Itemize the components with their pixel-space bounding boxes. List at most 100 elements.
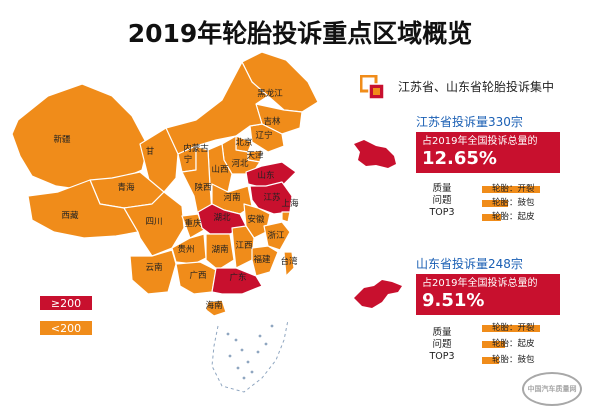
province-region-19 — [123, 191, 185, 257]
province-label: 江苏 — [263, 192, 281, 203]
province-label: 湖南 — [211, 244, 228, 255]
watermark-logo: 中国汽车质量网 — [522, 372, 582, 406]
province-label: 青海 — [117, 182, 135, 193]
province-label: 江西 — [235, 241, 252, 251]
shandong-issue-item: 轮胎：起皮 — [482, 339, 562, 349]
issues-label-line: TOP3 — [429, 207, 455, 218]
province-label: 宁 — [184, 154, 193, 165]
province-label: 黑龙江 — [257, 88, 283, 99]
province-region-8 — [245, 161, 297, 189]
shandong-issue-item: 轮胎：鼓包 — [482, 355, 562, 365]
province-label: 山东 — [257, 170, 274, 181]
island-dot — [264, 342, 268, 346]
issue-label: 轮胎：起皮 — [492, 212, 535, 222]
jiangsu-share-box: 占2019年全国投诉总量的 12.65% — [416, 133, 560, 173]
province-label: 重庆 — [184, 218, 202, 229]
shandong-panel-header: 山东省投诉量248宗 — [416, 255, 560, 275]
shandong-share-value: 9.51% — [422, 290, 485, 311]
island-dot — [258, 334, 262, 338]
province-region-26 — [251, 245, 279, 277]
province-label: 河南 — [223, 192, 240, 203]
province-label: 河北 — [231, 158, 249, 169]
issue-bar — [482, 214, 501, 221]
legend-low-label: <200 — [50, 322, 82, 335]
province-label: 陕西 — [194, 182, 211, 193]
stacked-squares-icon — [360, 75, 385, 100]
province-label: 天津 — [246, 150, 264, 161]
province-label: 浙江 — [267, 230, 285, 241]
issue-bar — [482, 341, 505, 348]
map-extras — [211, 319, 289, 393]
province-label: 山西 — [211, 164, 228, 175]
issues-label-line: 质量 — [432, 183, 452, 194]
island-dot — [256, 350, 260, 354]
province-label: 海南 — [205, 300, 222, 311]
jiangsu-issues-label: 质量 问题 TOP3 — [420, 183, 464, 219]
province-region-27 — [129, 249, 177, 295]
province-label: 甘 — [146, 146, 155, 157]
island-dot — [250, 370, 254, 374]
province-label: 新疆 — [53, 134, 71, 145]
province-regions — [11, 51, 319, 317]
jiangsu-panel-header: 江苏省投诉量330宗 — [416, 113, 560, 133]
province-region-22 — [263, 221, 291, 251]
jiangsu-share-value: 12.65% — [422, 148, 497, 169]
province-label: 福建 — [253, 254, 271, 265]
province-label: 广东 — [229, 272, 246, 283]
jiangsu-issue-item: 轮胎：鼓包 — [482, 198, 562, 208]
issue-label: 轮胎：开裂 — [492, 323, 535, 333]
province-label: 上海 — [281, 198, 299, 209]
island-dot — [234, 338, 238, 342]
legend-low: <200 — [40, 321, 92, 335]
shandong-share-box: 占2019年全国投诉总量的 9.51% — [416, 275, 560, 315]
province-region-29 — [211, 267, 263, 295]
province-label: 西藏 — [61, 210, 79, 221]
jiangsu-issue-item: 轮胎：开裂 — [482, 184, 562, 194]
legend-high: ≥200 — [40, 296, 92, 310]
island-dot — [226, 332, 230, 336]
nine-dash-line — [211, 319, 289, 393]
province-region-16 — [281, 211, 291, 223]
page-title: 2019年轮胎投诉重点区域概览 — [127, 19, 473, 48]
province-label: 湖北 — [213, 213, 231, 223]
island-dot — [242, 376, 246, 380]
issue-label: 轮胎：起皮 — [492, 339, 535, 349]
issue-bar — [482, 200, 508, 207]
shandong-shape-icon — [354, 280, 402, 308]
province-label: 安徽 — [247, 214, 265, 225]
shandong-issues-label: 质量 问题 TOP3 — [420, 327, 464, 363]
province-label: 辽宁 — [255, 130, 272, 141]
province-label: 云南 — [145, 262, 162, 273]
province-label: 北京 — [235, 137, 252, 148]
province-label: 贵州 — [177, 244, 194, 255]
legend-high-label: ≥200 — [50, 297, 82, 310]
island-dot — [228, 354, 232, 358]
province-label: 台湾 — [280, 256, 298, 267]
province-label: 内蒙古 — [183, 143, 209, 154]
province-label: 四川 — [145, 217, 162, 227]
jiangsu-shape-icon — [354, 140, 396, 168]
issues-label-line: TOP3 — [429, 351, 455, 362]
jiangsu-share-label: 占2019年全国投诉总量的 — [422, 136, 538, 147]
province-label: 广西 — [189, 270, 206, 281]
island-dot — [246, 360, 250, 364]
issues-label-line: 问题 — [432, 195, 452, 206]
issue-label: 轮胎：鼓包 — [492, 198, 535, 208]
issue-bar — [482, 325, 540, 332]
province-region-30 — [205, 299, 227, 317]
island-dot — [236, 366, 240, 370]
island-dot — [270, 324, 274, 328]
issue-label: 轮胎：开裂 — [492, 184, 535, 194]
issue-label: 轮胎：鼓包 — [492, 355, 535, 365]
issues-label-line: 问题 — [432, 339, 452, 350]
issue-bar — [482, 357, 499, 364]
issues-label-line: 质量 — [432, 327, 452, 338]
shandong-issue-item: 轮胎：开裂 — [482, 323, 562, 333]
shandong-share-label: 占2019年全国投诉总量的 — [422, 278, 538, 289]
issue-bar — [482, 186, 540, 193]
province-region-31 — [283, 251, 295, 277]
jiangsu-issue-item: 轮胎：起皮 — [482, 212, 562, 222]
note-text: 江苏省、山东省轮胎投诉集中 — [398, 80, 555, 94]
